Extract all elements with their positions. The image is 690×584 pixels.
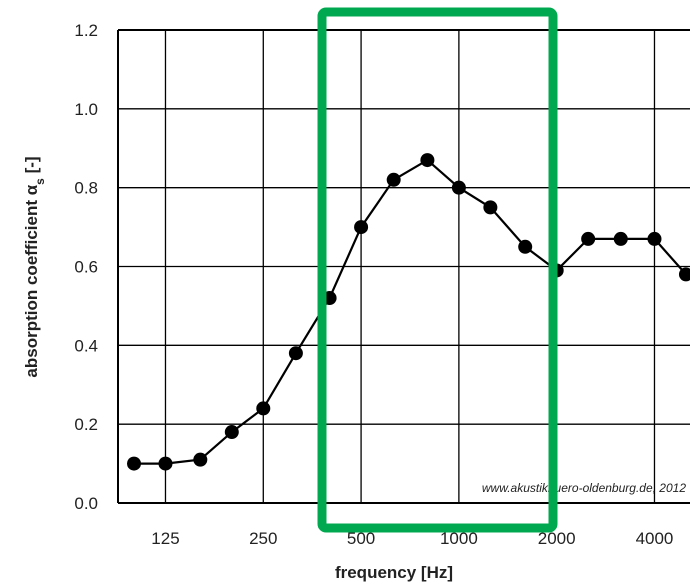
data-point — [386, 172, 401, 187]
x-tick-labels: 125 250 500 1000 2000 4000 — [151, 529, 673, 548]
y-axis-title-subscript: s — [33, 178, 47, 185]
source-annotation: www.akustikbuero-oldenburg.de, 2012 — [482, 481, 686, 495]
data-point — [451, 180, 466, 195]
grid-lines — [118, 29, 690, 504]
data-point — [613, 231, 628, 246]
x-tick-label: 250 — [249, 529, 277, 548]
data-point — [193, 452, 208, 467]
data-point — [224, 425, 239, 440]
y-axis-title-main: absorption coefficient α — [22, 184, 41, 377]
x-tick-label: 4000 — [636, 529, 674, 548]
y-axis-title-unit: [-] — [22, 156, 41, 178]
data-point — [420, 153, 435, 168]
data-point — [256, 401, 271, 416]
data-point — [127, 456, 141, 471]
x-tick-label: 500 — [347, 529, 375, 548]
data-point — [483, 200, 498, 215]
series-line — [134, 158, 687, 465]
x-tick-label: 125 — [151, 529, 179, 548]
data-point — [518, 239, 533, 254]
x-tick-label: 1000 — [440, 529, 478, 548]
y-tick-label: 0.0 — [74, 494, 98, 513]
data-point — [288, 346, 303, 361]
data-point — [581, 231, 596, 246]
x-tick-label: 2000 — [538, 529, 576, 548]
y-tick-label: 0.2 — [74, 415, 98, 434]
data-point — [354, 220, 369, 235]
x-axis-title: frequency [Hz] — [335, 563, 453, 582]
y-tick-labels: 0.0 0.2 0.4 0.6 0.8 1.0 1.2 — [74, 21, 98, 513]
y-tick-label: 0.6 — [74, 258, 98, 277]
data-point — [647, 231, 662, 246]
plot-frame — [117, 29, 690, 504]
data-point — [158, 456, 173, 471]
y-tick-label: 1.2 — [74, 21, 98, 40]
y-axis-title: absorption coefficient αs [-] — [22, 156, 47, 377]
y-tick-label: 0.8 — [74, 179, 98, 198]
highlight-box — [317, 7, 558, 533]
series-absorption — [127, 153, 690, 471]
data-point — [678, 267, 690, 282]
y-tick-label: 1.0 — [74, 100, 98, 119]
y-tick-label: 0.4 — [74, 336, 98, 355]
